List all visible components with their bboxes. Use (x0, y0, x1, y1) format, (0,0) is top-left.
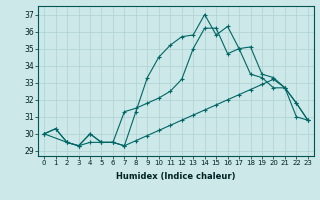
X-axis label: Humidex (Indice chaleur): Humidex (Indice chaleur) (116, 172, 236, 181)
